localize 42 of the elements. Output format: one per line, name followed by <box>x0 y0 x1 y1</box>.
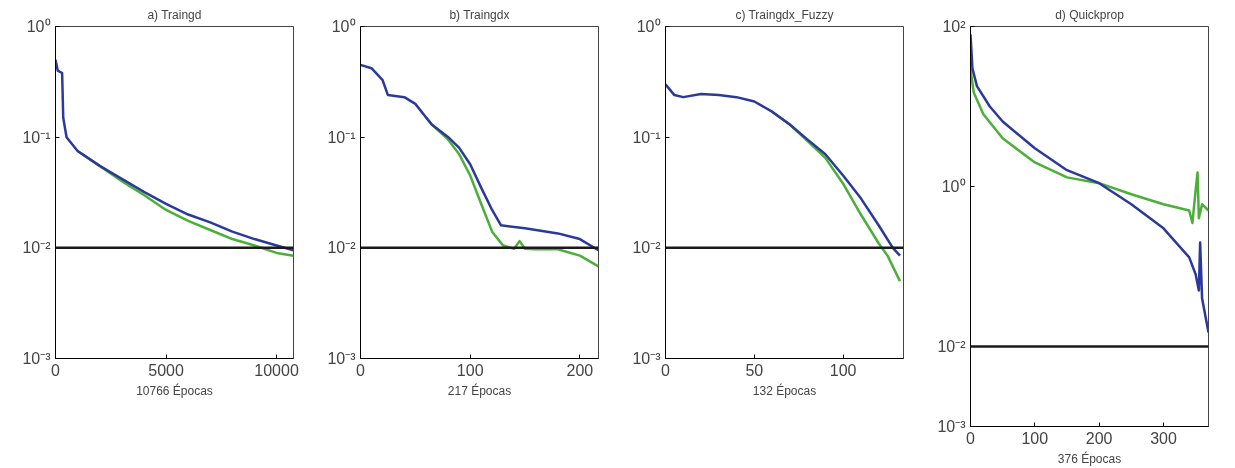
chart-title: d) Quickprop <box>1055 7 1125 22</box>
y-tick-label: 10⁻² <box>22 239 52 257</box>
x-tick-label: 0 <box>356 361 366 379</box>
x-axis-title: 132 Épocas <box>752 382 817 398</box>
x-tick-label: 5000 <box>148 361 184 379</box>
x-axis-title: 376 Épocas <box>1057 450 1122 466</box>
y-tick-label: 10⁻¹ <box>327 128 356 146</box>
x-tick-label: 50 <box>745 361 764 379</box>
chart-title: c) Traingdx_Fuzzy <box>735 7 834 22</box>
x-tick-label: 10000 <box>254 361 299 379</box>
y-tick-label: 10⁰ <box>941 178 966 195</box>
x-tick-label: 200 <box>566 361 594 379</box>
y-tick-label: 10⁰ <box>26 18 51 35</box>
x-tick-label: 0 <box>661 361 671 379</box>
y-tick-label: 10⁰ <box>636 18 661 35</box>
line-series <box>55 58 294 252</box>
y-tick-label: 10⁻¹ <box>632 128 661 146</box>
x-tick-label: 100 <box>1021 429 1049 447</box>
x-tick-label: 0 <box>51 361 61 379</box>
y-tick-label: 10⁻³ <box>22 350 52 367</box>
chart-title: b) Traingdx <box>449 7 510 22</box>
x-tick-label: 200 <box>1085 429 1113 447</box>
y-tick-label: 10² <box>942 18 967 35</box>
line-series <box>970 67 1209 225</box>
y-tick-label: 10⁻² <box>632 239 662 257</box>
x-tick-label: 100 <box>456 361 484 379</box>
x-axis-title: 217 Épocas <box>447 382 512 398</box>
x-tick-label: 300 <box>1150 429 1177 447</box>
x-tick-label: 100 <box>829 361 857 379</box>
x-tick-label: 0 <box>966 429 976 447</box>
line-series <box>360 63 599 252</box>
line-series <box>970 33 1209 334</box>
y-tick-label: 10⁻² <box>937 338 967 355</box>
chart-title: a) Traingd <box>147 7 202 22</box>
y-tick-label: 10⁻³ <box>327 350 357 367</box>
y-tick-label: 10⁰ <box>331 18 356 35</box>
y-tick-label: 10⁻³ <box>632 350 662 367</box>
y-tick-label: 10⁻¹ <box>22 128 51 146</box>
line-series <box>665 83 902 257</box>
y-tick-label: 10⁻² <box>327 239 357 257</box>
x-axis-title: 10766 Épocas <box>136 382 213 398</box>
y-tick-label: 10⁻³ <box>937 418 967 435</box>
